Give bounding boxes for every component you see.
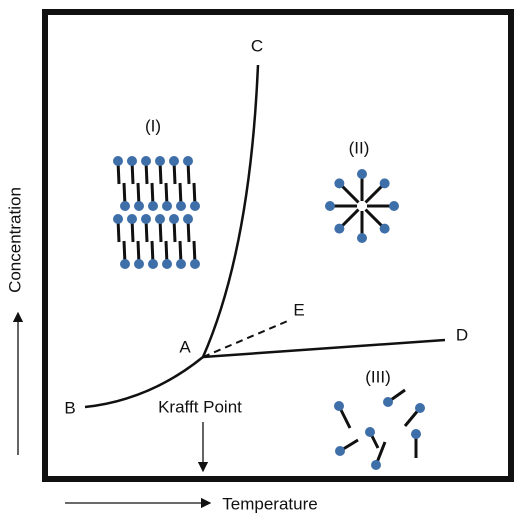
head <box>162 259 172 269</box>
head <box>134 259 144 269</box>
head <box>183 214 193 224</box>
head <box>134 201 144 211</box>
head <box>334 178 345 189</box>
head <box>148 259 158 269</box>
head <box>148 201 158 211</box>
head <box>325 201 335 211</box>
head <box>120 201 130 211</box>
x-axis-label: Temperature <box>222 494 317 513</box>
y-axis-label: Concentration <box>5 187 24 293</box>
head <box>155 156 165 166</box>
head <box>141 156 151 166</box>
line-ae <box>202 319 291 358</box>
head <box>120 259 130 269</box>
head <box>141 214 151 224</box>
head <box>371 460 381 470</box>
region-label: (II) <box>349 138 370 157</box>
head <box>334 223 345 234</box>
head <box>334 401 344 411</box>
head <box>169 214 179 224</box>
head <box>335 446 345 456</box>
frame <box>42 9 514 482</box>
head <box>190 201 200 211</box>
head <box>190 259 200 269</box>
head <box>162 201 172 211</box>
point-label: E <box>293 300 304 319</box>
region-label: (I) <box>145 116 161 135</box>
head <box>357 233 367 243</box>
head <box>113 156 123 166</box>
point-label: A <box>179 337 191 356</box>
head <box>183 156 193 166</box>
molecules <box>113 156 425 470</box>
head <box>379 223 390 234</box>
curve-ab <box>84 356 204 409</box>
head <box>176 259 186 269</box>
line-ad <box>202 338 446 359</box>
point-label: D <box>456 325 468 344</box>
region-label: (III) <box>365 367 391 386</box>
krafft-label: Krafft Point <box>158 397 242 416</box>
point-label: C <box>251 36 263 55</box>
head <box>379 178 390 189</box>
point-label: B <box>64 398 75 417</box>
head <box>169 156 179 166</box>
head <box>365 427 375 437</box>
head <box>127 214 137 224</box>
head <box>113 214 123 224</box>
head <box>389 201 399 211</box>
head <box>155 214 165 224</box>
head <box>357 169 367 179</box>
curve-ac <box>201 64 260 358</box>
head <box>415 403 425 413</box>
head <box>411 429 421 439</box>
head <box>127 156 137 166</box>
head <box>176 201 186 211</box>
head <box>383 397 393 407</box>
